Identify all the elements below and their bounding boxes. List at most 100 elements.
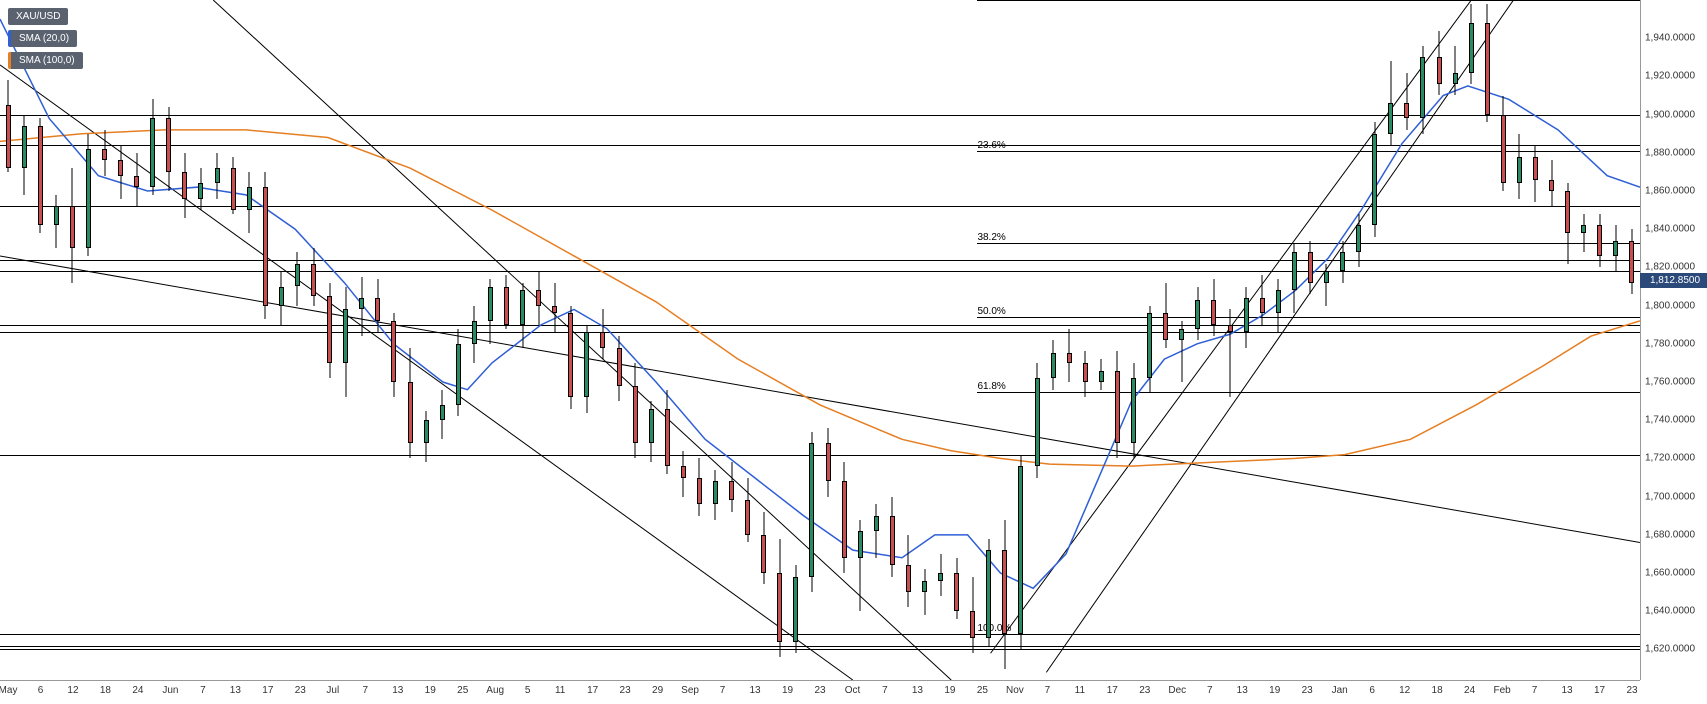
candle xyxy=(6,80,11,172)
x-tick: Dec xyxy=(1168,685,1186,696)
x-tick: Jul xyxy=(326,685,339,696)
candle xyxy=(1485,4,1490,122)
current-price-label: 1,812.8500 xyxy=(1640,273,1707,288)
x-tick: Feb xyxy=(1493,685,1510,696)
chart-container[interactable]: 0.0%23.6%38.2%50.0%61.8%100.0% XAU/USD S… xyxy=(0,0,1707,704)
candle xyxy=(279,271,284,324)
x-tick: 13 xyxy=(230,685,241,696)
fib-label: 38.2% xyxy=(977,232,1005,243)
y-tick: 1,920.0000 xyxy=(1645,71,1695,82)
candle xyxy=(1356,214,1361,267)
fib-line xyxy=(977,317,1640,318)
candle xyxy=(906,535,911,608)
x-tick: Sep xyxy=(681,685,699,696)
candle xyxy=(1018,455,1023,650)
x-tick: 24 xyxy=(132,685,143,696)
candle xyxy=(1324,264,1329,306)
sma100-badge: SMA (100,0) xyxy=(8,52,83,69)
candle xyxy=(504,275,509,328)
fib-line xyxy=(977,151,1640,152)
candle xyxy=(247,172,252,233)
candle xyxy=(70,168,75,283)
candle xyxy=(1228,309,1233,397)
candle xyxy=(182,153,187,218)
candle xyxy=(874,504,879,557)
x-tick: 7 xyxy=(362,685,368,696)
candle xyxy=(713,470,718,520)
candle xyxy=(536,271,541,324)
candle xyxy=(568,306,573,409)
candle xyxy=(1163,283,1168,348)
candle xyxy=(600,309,605,359)
x-tick: 19 xyxy=(425,685,436,696)
x-tick: 7 xyxy=(1532,685,1538,696)
x-tick: 7 xyxy=(720,685,726,696)
horizontal-line xyxy=(0,115,1640,116)
x-tick: 7 xyxy=(200,685,206,696)
candle xyxy=(1404,73,1409,130)
x-tick: 25 xyxy=(457,685,468,696)
x-tick: 19 xyxy=(944,685,955,696)
y-tick: 1,640.0000 xyxy=(1645,606,1695,617)
x-tick: 18 xyxy=(1432,685,1443,696)
x-tick: 7 xyxy=(882,685,888,696)
horizontal-line xyxy=(0,332,1640,333)
x-tick: Oct xyxy=(845,685,861,696)
y-tick: 1,740.0000 xyxy=(1645,415,1695,426)
x-tick: Jun xyxy=(162,685,178,696)
x-tick: Aug xyxy=(486,685,504,696)
x-axis: May6121824Jun7131723Jul7131925Aug5111723… xyxy=(0,680,1640,704)
horizontal-line xyxy=(0,145,1640,146)
candle xyxy=(86,134,91,256)
y-tick: 1,880.0000 xyxy=(1645,147,1695,158)
candle xyxy=(22,115,27,195)
x-tick: 23 xyxy=(1626,685,1637,696)
candle xyxy=(54,195,59,248)
candle xyxy=(1420,46,1425,134)
x-tick: 17 xyxy=(587,685,598,696)
candle xyxy=(198,168,203,210)
x-tick: 18 xyxy=(100,685,111,696)
plot-area[interactable]: 0.0%23.6%38.2%50.0%61.8%100.0% XAU/USD S… xyxy=(0,0,1640,680)
svg-overlay xyxy=(0,0,1640,680)
candle xyxy=(1083,351,1088,397)
candle xyxy=(1629,229,1634,294)
y-tick: 1,660.0000 xyxy=(1645,568,1695,579)
x-tick: 19 xyxy=(1269,685,1280,696)
candle xyxy=(1469,4,1474,84)
x-tick: Jan xyxy=(1332,685,1348,696)
candle xyxy=(681,451,686,497)
y-tick: 1,820.0000 xyxy=(1645,262,1695,273)
candle xyxy=(1051,340,1056,390)
candle xyxy=(552,283,557,333)
x-tick: Nov xyxy=(1006,685,1024,696)
candle xyxy=(1372,122,1377,237)
candle xyxy=(1211,279,1216,336)
candle xyxy=(1099,359,1104,390)
candle xyxy=(809,432,814,592)
candle xyxy=(970,577,975,653)
x-tick: 13 xyxy=(392,685,403,696)
candle xyxy=(584,325,589,413)
candle xyxy=(986,539,991,646)
candle xyxy=(1340,241,1345,283)
candle xyxy=(472,306,477,363)
candle xyxy=(440,390,445,440)
candle xyxy=(665,390,670,474)
horizontal-line xyxy=(0,325,1640,326)
candle xyxy=(231,157,236,214)
candle xyxy=(729,462,734,512)
candle xyxy=(134,153,139,206)
y-tick: 1,800.0000 xyxy=(1645,300,1695,311)
fib-line xyxy=(977,634,1640,635)
candle xyxy=(954,558,959,619)
y-tick: 1,940.0000 xyxy=(1645,33,1695,44)
candle xyxy=(842,462,847,573)
candle xyxy=(777,539,782,657)
candle xyxy=(375,279,380,332)
candle xyxy=(617,336,622,401)
x-tick: 17 xyxy=(262,685,273,696)
x-tick: 5 xyxy=(525,685,531,696)
x-tick: 7 xyxy=(1207,685,1213,696)
candle xyxy=(1292,244,1297,313)
